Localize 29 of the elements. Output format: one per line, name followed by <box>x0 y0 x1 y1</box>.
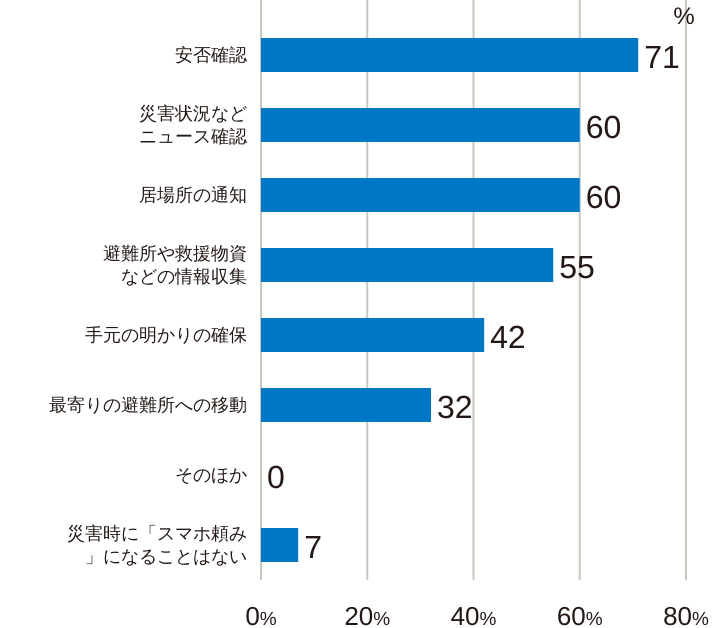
bar <box>261 248 554 282</box>
y-tick-label: 避難所や救援物資などの情報収集 <box>103 244 247 286</box>
x-tick-label: 60% <box>556 601 603 628</box>
data-label: 7 <box>304 529 322 565</box>
data-label: 0 <box>267 459 285 495</box>
x-tick-label: 40% <box>450 601 497 628</box>
y-tick-label: 最寄りの避難所への移動 <box>49 395 247 415</box>
data-label: 60 <box>586 109 622 145</box>
bar <box>261 178 580 212</box>
y-tick-label: 災害時に「スマホ頼み」になることはない <box>67 524 247 566</box>
bar <box>261 388 431 422</box>
y-tick-label: 安否確認 <box>175 45 247 65</box>
data-label: 32 <box>437 389 473 425</box>
data-label: 42 <box>490 319 526 355</box>
data-label: 60 <box>586 179 622 215</box>
bar <box>261 528 298 562</box>
bar <box>261 108 580 142</box>
y-tick-label: 居場所の通知 <box>139 185 247 205</box>
y-tick-label: 手元の明かりの確保 <box>85 325 247 345</box>
x-tick-label: 80% <box>663 601 710 628</box>
y-tick-label: 災害状況などニュース確認 <box>139 104 247 146</box>
data-label: 71 <box>644 39 680 75</box>
data-label: 55 <box>559 249 595 285</box>
x-tick-label: 20% <box>344 601 390 628</box>
x-tick-label: 0% <box>245 601 277 628</box>
y-tick-label: そのほか <box>175 465 247 485</box>
bar <box>261 38 638 72</box>
bar <box>261 318 484 352</box>
annotation: % <box>673 3 695 30</box>
